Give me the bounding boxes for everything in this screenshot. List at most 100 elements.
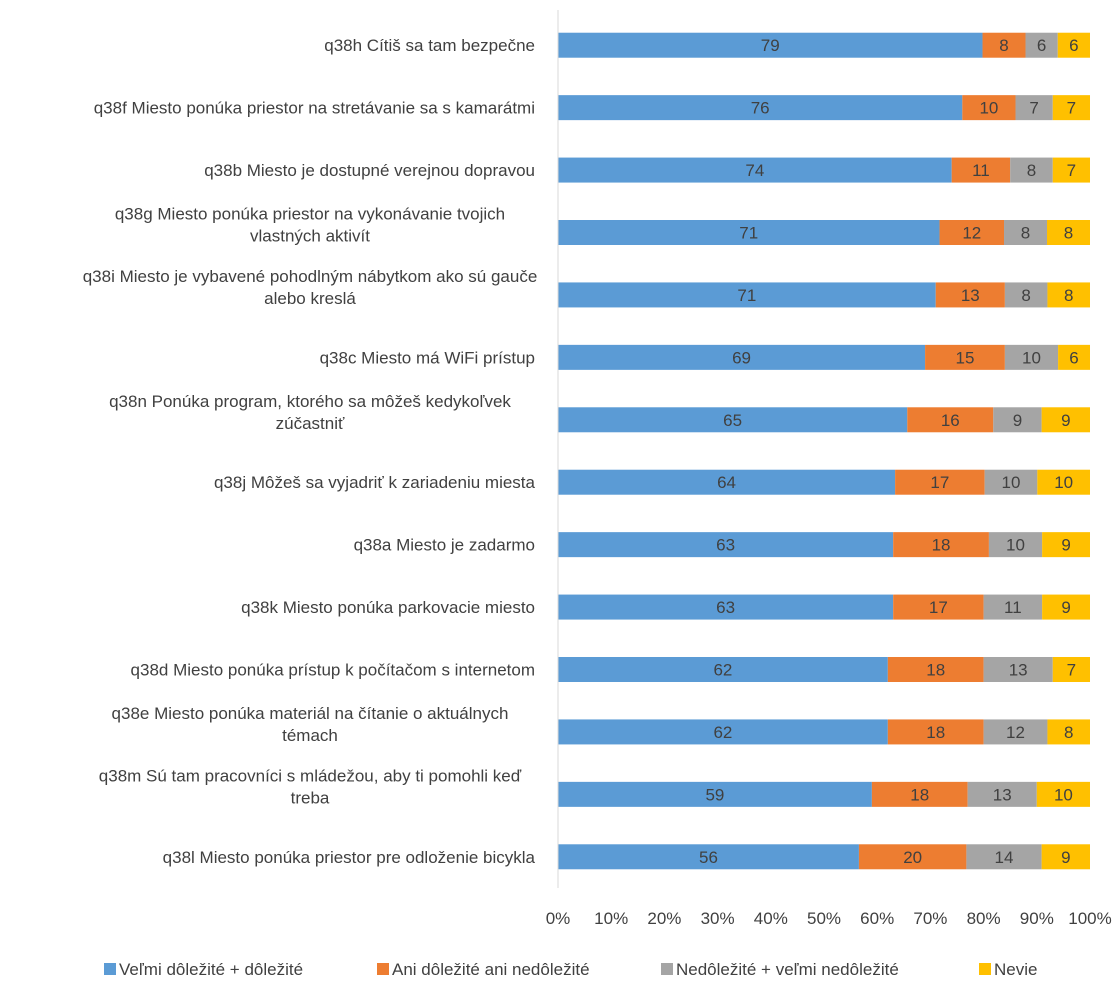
bar-segment [1058,344,1090,370]
data-label: 8 [1027,161,1036,180]
data-label: 69 [732,348,751,367]
data-label: 63 [716,598,735,617]
bar-segment [1042,532,1090,558]
data-label: 74 [745,161,764,180]
data-label: 9 [1061,536,1070,555]
bar-segment [1052,657,1090,682]
bar-segment [993,407,1042,433]
bar-segment [1047,719,1090,745]
data-label: 13 [961,286,980,305]
data-label: 20 [903,848,922,867]
data-label: 17 [930,473,949,492]
bar-segment [1057,32,1090,58]
bar-segment [983,719,1048,745]
bar-segment [558,469,896,495]
x-tick-label: 60% [860,909,894,928]
x-tick-label: 70% [913,909,947,928]
legend: Veľmi dôležité + dôležité Ani dôležité an… [104,960,1037,979]
bar-segment [871,781,968,807]
data-label: 18 [910,785,929,804]
bar-segment [1036,781,1090,807]
data-label: 17 [929,598,948,617]
bar-segment [558,220,940,245]
data-label: 10 [1022,348,1041,367]
bar-segment [1041,407,1090,433]
bar-segment [925,344,1005,370]
bar-segment [966,844,1042,870]
bar-segment [1047,220,1090,245]
data-label: 8 [1064,286,1073,305]
data-label: 79 [761,36,780,55]
x-tick-label: 40% [754,909,788,928]
bar-segment [1010,157,1053,183]
bar-segment [887,719,984,745]
bar-segment [558,719,888,745]
bar-segment [558,157,952,183]
data-label: 10 [1054,473,1073,492]
data-label: 13 [993,785,1012,804]
x-tick-label: 30% [701,909,735,928]
data-label: 12 [1006,723,1025,742]
bars-layer: 79 8 6 676 10 7 774 11 8 771 12 8 871 13 8 869 15 10 665 16… [558,32,1090,870]
data-label: 8 [1064,723,1073,742]
category-label: q38f Miesto ponúka priestor na stretávan… [94,99,535,118]
bar-segment [935,282,1005,308]
data-label: 9 [1061,848,1070,867]
legend-label: Ani dôležité ani nedôležité [392,960,590,979]
x-tick-label: 90% [1020,909,1054,928]
data-label: 12 [962,224,981,243]
bar-segment [558,95,963,121]
bar-segment [951,157,1011,183]
data-label: 7 [1067,661,1076,680]
category-label: q38d Miesto ponúka prístup k počítačom s… [131,661,535,680]
bar-segment [558,282,936,308]
data-label: 9 [1061,411,1070,430]
data-label: 6 [1069,36,1078,55]
bar-segment [893,594,984,620]
data-label: 11 [1004,598,1022,617]
bar-segment [983,657,1053,682]
category-label: q38l Miesto ponúka priestor pre odloženi… [163,848,536,867]
category-label: q38a Miesto je zadarmo [354,536,535,555]
bar-segment [1052,157,1090,183]
data-label: 64 [717,473,736,492]
data-label: 56 [699,848,718,867]
category-label: q38c Miesto má WiFi prístup [320,348,535,367]
bar-segment [558,407,908,433]
x-tick-label: 20% [647,909,681,928]
data-label: 14 [995,848,1014,867]
category-label: q38e Miesto ponúka materiál na čítanie o… [112,704,509,745]
bar-segment [1015,95,1053,121]
data-label: 13 [1009,661,1028,680]
bar-segment [1041,844,1090,870]
data-label: 63 [716,536,735,555]
data-label: 18 [926,723,945,742]
data-label: 8 [1064,224,1073,243]
x-tick-label: 0% [546,909,571,928]
data-label: 6 [1037,36,1046,55]
data-label: 16 [941,411,960,430]
category-label: q38g Miesto ponúka priestor na vykonávan… [115,205,505,246]
category-label: q38j Môžeš sa vyjadriť k zariadeniu mies… [214,473,536,492]
x-tick-label: 80% [967,909,1001,928]
data-label: 71 [737,286,756,305]
bar-segment [558,32,983,58]
bar-segment [907,407,994,433]
bar-segment [1047,282,1090,308]
data-label: 8 [1021,286,1030,305]
x-tick-label: 50% [807,909,841,928]
bar-segment [988,532,1043,558]
bar-segment [558,657,888,682]
bar-segment [1037,469,1090,495]
data-label: 7 [1029,99,1038,118]
bar-segment [558,594,894,620]
bar-segment [983,594,1043,620]
category-label: q38b Miesto je dostupné verejnou dopravo… [204,161,535,180]
data-label: 10 [979,99,998,118]
data-label: 7 [1067,161,1076,180]
x-tick-label: 10% [594,909,628,928]
bar-segment [895,469,985,495]
bar-segment [967,781,1037,807]
data-label: 8 [999,36,1008,55]
data-label: 8 [1021,224,1030,243]
